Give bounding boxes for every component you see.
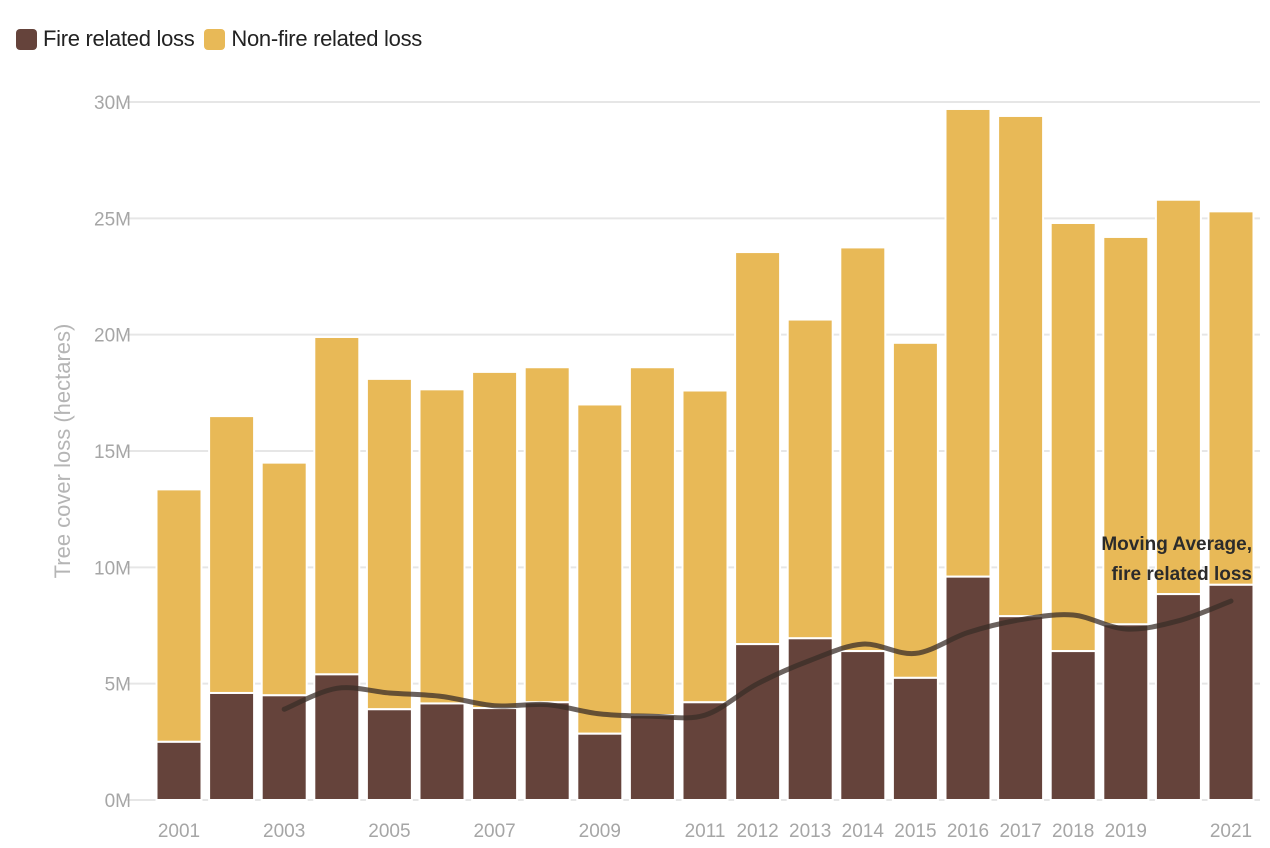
legend-label-fire: Fire related loss: [43, 26, 195, 51]
bar-fire: [628, 714, 676, 801]
x-tick-label: 2007: [473, 821, 515, 842]
bar-fire: [1102, 623, 1150, 801]
bar-fire: [997, 615, 1045, 802]
chart-legend: Fire related loss Non-fire related loss: [16, 26, 432, 52]
y-axis-label: Tree cover loss (hectares): [50, 324, 75, 579]
bar-nonfire: [260, 461, 308, 697]
legend-swatch-nonfire: [204, 28, 226, 50]
x-tick-label: 2013: [789, 821, 831, 842]
x-axis-ticks: 2001 2003 2005 2007 2009 2011 2012 2013 2014 2015…: [158, 821, 1252, 842]
bar-fire: [1049, 650, 1097, 801]
bar-nonfire: [1049, 221, 1097, 653]
bars: [155, 107, 1255, 802]
bar-nonfire: [576, 403, 624, 735]
x-tick-label: 2015: [894, 821, 936, 842]
bar-nonfire: [155, 488, 203, 743]
y-tick-label: 5M: [105, 675, 131, 696]
bar-fire: [313, 673, 361, 801]
legend-item-fire[interactable]: Fire related loss: [16, 26, 195, 52]
x-tick-label: 2012: [736, 821, 778, 842]
bar-fire: [208, 691, 256, 801]
bar-fire: [1154, 593, 1202, 802]
x-tick-label: 2016: [947, 821, 989, 842]
bar-nonfire: [365, 377, 413, 711]
x-tick-label: 2009: [579, 821, 621, 842]
y-tick-label: 30M: [94, 93, 131, 114]
bar-nonfire: [786, 318, 834, 640]
y-tick-label: 20M: [94, 326, 131, 347]
bar-fire: [1207, 583, 1255, 801]
legend-label-nonfire: Non-fire related loss: [231, 26, 422, 51]
bar-nonfire: [839, 246, 887, 653]
bar-nonfire: [523, 366, 571, 704]
legend-swatch-fire: [16, 28, 37, 50]
annotation-line-2: fire related loss: [1112, 564, 1252, 585]
bar-fire: [576, 732, 624, 801]
x-tick-label: 2019: [1105, 821, 1147, 842]
x-tick-label: 2003: [263, 821, 305, 842]
bar-fire: [523, 701, 571, 802]
bar-nonfire: [208, 415, 256, 694]
bar-fire: [418, 702, 466, 802]
y-tick-label: 25M: [94, 209, 131, 230]
bar-fire: [891, 676, 939, 801]
bar-nonfire: [313, 335, 361, 676]
x-tick-label: 2011: [685, 821, 726, 842]
bar-nonfire: [471, 370, 519, 710]
bar-fire: [734, 643, 782, 802]
legend-item-nonfire[interactable]: Non-fire related loss: [204, 26, 422, 52]
x-tick-label: 2017: [999, 821, 1041, 842]
bar-nonfire: [734, 251, 782, 646]
moving-average-line: [281, 598, 1234, 721]
y-axis-ticks: 0M 5M 10M 15M 20M 25M 30M: [94, 93, 131, 812]
bar-fire: [471, 707, 519, 802]
bar-nonfire: [944, 107, 992, 578]
bar-fire: [155, 740, 203, 801]
x-tick-label: 2014: [842, 821, 885, 842]
x-tick-label: 2005: [368, 821, 410, 842]
bar-fire: [839, 650, 887, 801]
bar-nonfire: [1207, 210, 1255, 586]
bar-nonfire: [891, 341, 939, 679]
x-tick-label: 2001: [158, 821, 200, 842]
bar-nonfire: [681, 389, 729, 704]
bar-fire: [365, 708, 413, 802]
bar-nonfire: [628, 366, 676, 717]
y-tick-label: 0M: [105, 791, 131, 812]
bar-fire: [944, 575, 992, 802]
x-tick-label: 2018: [1052, 821, 1094, 842]
y-tick-label: 15M: [94, 442, 131, 463]
annotation-line-1: Moving Average,: [1101, 534, 1252, 555]
y-tick-label: 10M: [94, 558, 131, 579]
bar-nonfire: [418, 388, 466, 705]
moving-average-annotation: Moving Average, fire related loss: [1101, 534, 1252, 585]
bar-fire: [260, 694, 308, 801]
bar-nonfire: [997, 114, 1045, 618]
x-tick-label: 2021: [1210, 821, 1252, 842]
bar-nonfire: [1154, 198, 1202, 596]
